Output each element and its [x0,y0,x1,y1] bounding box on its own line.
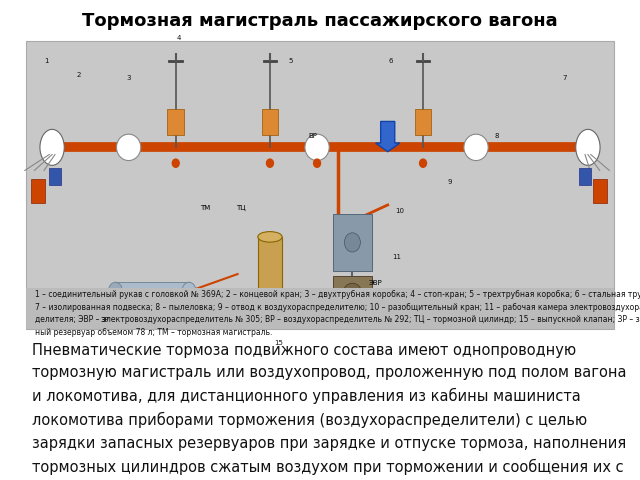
Ellipse shape [344,283,362,301]
Ellipse shape [266,158,274,168]
Text: 1: 1 [44,58,49,64]
Text: 10: 10 [395,208,404,214]
Text: 9: 9 [447,179,452,185]
Bar [258,237,282,312]
Ellipse shape [172,158,180,168]
Bar [415,109,431,135]
Text: 1 – соединительный рукав с головкой № 369А; 2 – концевой кран; 3 – двухтрубная к: 1 – соединительный рукав с головкой № 36… [35,290,640,337]
Ellipse shape [182,282,196,300]
Text: ТЦ: ТЦ [236,205,245,211]
Ellipse shape [344,233,360,252]
Text: 7: 7 [562,75,566,81]
Text: ВР: ВР [308,133,317,139]
FancyArrow shape [376,121,400,152]
Bar [262,109,278,135]
Ellipse shape [108,282,122,300]
Text: 11: 11 [392,254,401,260]
Text: 5: 5 [289,58,292,64]
Text: ЗР: ЗР [100,317,109,323]
Text: ТМ: ТМ [200,205,211,211]
Text: 4: 4 [177,35,181,41]
Text: 3: 3 [126,75,131,81]
Bar [333,276,372,319]
Text: 15: 15 [275,340,284,346]
FancyArrow shape [266,300,274,315]
Ellipse shape [419,158,428,168]
Ellipse shape [576,129,600,165]
Bar [26,288,614,329]
Ellipse shape [258,306,282,317]
Bar [31,179,45,203]
Text: 2: 2 [76,72,81,78]
Bar [593,179,607,203]
Ellipse shape [464,134,488,160]
FancyBboxPatch shape [26,41,614,329]
Text: 6: 6 [388,58,393,64]
Bar [333,214,372,271]
Text: ЭВР: ЭВР [369,280,383,286]
Text: 8: 8 [494,133,499,139]
Bar [579,168,591,185]
Ellipse shape [40,129,64,165]
Bar [49,168,61,185]
Ellipse shape [116,134,141,160]
Bar [115,282,189,300]
Ellipse shape [305,134,329,160]
Text: Пневматические тормоза подвижного состава имеют однопроводную тормозную магистра: Пневматические тормоза подвижного состав… [32,343,627,480]
Bar [168,109,184,135]
Text: Тормозная магистраль пассажирского вагона: Тормозная магистраль пассажирского вагон… [82,12,558,30]
Ellipse shape [258,232,282,242]
Ellipse shape [313,158,321,168]
